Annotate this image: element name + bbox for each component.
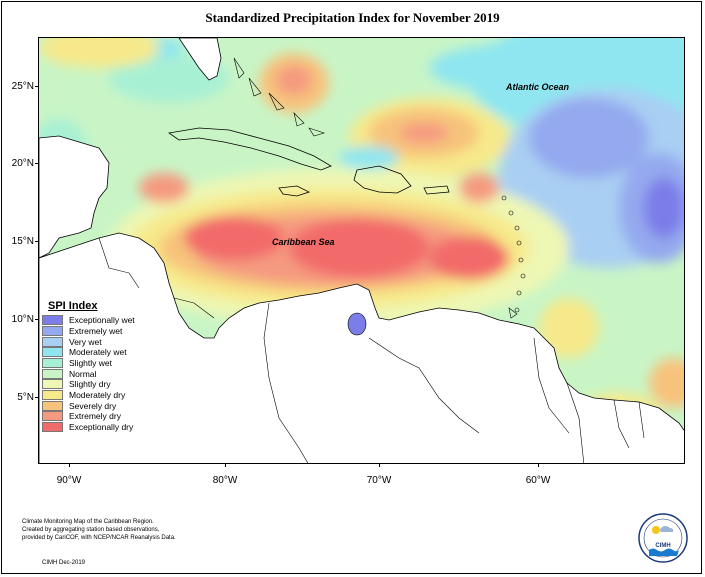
lon-tick-80: [225, 464, 226, 467]
legend-swatch: [42, 368, 63, 379]
spi-legend: SPI Index Exceptionally wet Extremely wet…: [42, 300, 172, 433]
lon-tick-90: [69, 464, 70, 467]
legend-item: Normal: [42, 368, 172, 379]
lat-tick-5: [35, 397, 38, 398]
legend-swatch: [42, 347, 63, 358]
legend-swatch: [42, 358, 63, 369]
lon-tick-60: [538, 464, 539, 467]
lat-label-5: 5°N: [17, 392, 34, 403]
legend-item: Severely dry: [42, 400, 172, 412]
yucatan-land: [39, 135, 110, 259]
cuba-outline: [167, 127, 332, 171]
legend-swatch: [42, 411, 63, 422]
legend-item: Extremely dry: [42, 411, 172, 422]
jamaica-outline: [278, 185, 311, 197]
lake-maracaibo: [347, 312, 367, 336]
legend-label: Extremely wet: [69, 325, 123, 336]
legend-item: Slightly wet: [42, 358, 172, 369]
country-borders: [98, 237, 645, 463]
legend-item: Exceptionally wet: [42, 315, 172, 326]
caption-line-3: provided by CariCOF, with NCEP/NCAR Rean…: [22, 535, 176, 541]
florida-land: [178, 38, 222, 81]
legend-swatch: [42, 400, 63, 411]
caption-date: CIMH Dec-2019: [42, 560, 86, 566]
caribbean-sea-label: Caribbean Sea: [272, 237, 335, 247]
legend-label: Moderately dry: [69, 390, 126, 401]
legend-item: Extremely wet: [42, 325, 172, 337]
puerto-rico-outline: [423, 185, 450, 195]
legend-item: Moderately wet: [42, 347, 172, 358]
lat-label-10: 10°N: [11, 314, 34, 325]
hispaniola-outline: [353, 165, 412, 194]
legend-swatch: [42, 422, 63, 433]
map-caption: Climate Monitoring Map of the Caribbean …: [22, 518, 282, 542]
lat-label-25: 25°N: [11, 81, 34, 92]
legend-swatch: [42, 379, 63, 390]
legend-item: Exceptionally dry: [42, 422, 172, 433]
lon-label-90: 90°W: [56, 475, 82, 486]
legend-label: Exceptionally dry: [69, 422, 134, 433]
legend-swatch: [42, 315, 63, 326]
legend-item: Very wet: [42, 336, 172, 347]
legend-label: Exceptionally wet: [69, 315, 135, 326]
lesser-antilles-outline: [501, 195, 526, 319]
lat-tick-10: [35, 319, 38, 320]
legend-label: Slightly dry: [69, 379, 111, 390]
legend-swatch: [42, 325, 63, 336]
lon-tick-70: [379, 464, 380, 467]
legend-swatch: [42, 390, 63, 401]
lat-tick-25: [35, 86, 38, 87]
legend-label: Normal: [69, 368, 97, 379]
bahamas-outline: [233, 57, 325, 137]
spi-field: [39, 38, 684, 458]
lon-label-60: 60°W: [525, 475, 551, 486]
atlantic-ocean-label: Atlantic Ocean: [506, 82, 570, 92]
lat-label-15: 15°N: [11, 236, 34, 247]
legend-label: Extremely dry: [69, 411, 121, 422]
legend-title: SPI Index: [48, 300, 98, 312]
spi-map: Atlantic Ocean Caribbean Sea: [38, 37, 685, 464]
legend-label: Moderately wet: [69, 347, 127, 358]
spi-map-canvas: [39, 38, 684, 463]
legend-label: Very wet: [69, 336, 102, 347]
legend-swatch: [42, 336, 63, 347]
legend-item: Slightly dry: [42, 379, 172, 390]
legend-item: Moderately dry: [42, 390, 172, 401]
map-title: Standardized Precipitation Index for Nov…: [205, 10, 500, 25]
lon-label-70: 70°W: [366, 475, 392, 486]
lon-label-80: 80°W: [212, 475, 238, 486]
caption-line-1: Climate Monitoring Map of the Caribbean …: [22, 519, 154, 525]
legend-label: Slightly wet: [69, 358, 112, 369]
south-america-land: [39, 232, 684, 463]
lat-tick-15: [35, 241, 38, 242]
legend-label: Severely dry: [69, 400, 117, 411]
caption-line-2: Created by aggregating station based obs…: [22, 527, 160, 533]
legend-items: Exceptionally wet Extremely wet Very wet Mo…: [42, 315, 172, 433]
lat-label-20: 20°N: [11, 158, 34, 169]
cimh-logo-emblem: [638, 513, 688, 563]
lat-tick-20: [35, 163, 38, 164]
cimh-logo-text: CIMH: [655, 543, 671, 549]
cimh-logo: CIMH: [637, 512, 689, 564]
